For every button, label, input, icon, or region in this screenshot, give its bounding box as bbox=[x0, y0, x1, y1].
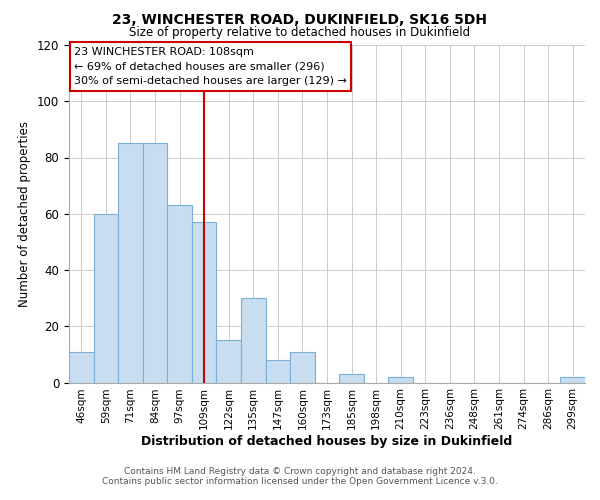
Bar bbox=[217, 340, 241, 382]
Y-axis label: Number of detached properties: Number of detached properties bbox=[19, 120, 31, 306]
Bar bbox=[118, 144, 143, 382]
X-axis label: Distribution of detached houses by size in Dukinfield: Distribution of detached houses by size … bbox=[142, 435, 512, 448]
Bar bbox=[290, 352, 315, 382]
Text: 23 WINCHESTER ROAD: 108sqm
← 69% of detached houses are smaller (296)
30% of sem: 23 WINCHESTER ROAD: 108sqm ← 69% of deta… bbox=[74, 46, 347, 86]
Bar bbox=[94, 214, 118, 382]
Bar bbox=[560, 377, 585, 382]
Bar bbox=[266, 360, 290, 382]
Text: Contains HM Land Registry data © Crown copyright and database right 2024.: Contains HM Land Registry data © Crown c… bbox=[124, 467, 476, 476]
Bar bbox=[69, 352, 94, 382]
Bar bbox=[339, 374, 364, 382]
Bar bbox=[388, 377, 413, 382]
Bar bbox=[192, 222, 217, 382]
Text: Contains public sector information licensed under the Open Government Licence v.: Contains public sector information licen… bbox=[102, 477, 498, 486]
Text: Size of property relative to detached houses in Dukinfield: Size of property relative to detached ho… bbox=[130, 26, 470, 39]
Bar bbox=[143, 144, 167, 382]
Bar bbox=[167, 206, 192, 382]
Bar bbox=[241, 298, 266, 382]
Text: 23, WINCHESTER ROAD, DUKINFIELD, SK16 5DH: 23, WINCHESTER ROAD, DUKINFIELD, SK16 5D… bbox=[113, 12, 487, 26]
